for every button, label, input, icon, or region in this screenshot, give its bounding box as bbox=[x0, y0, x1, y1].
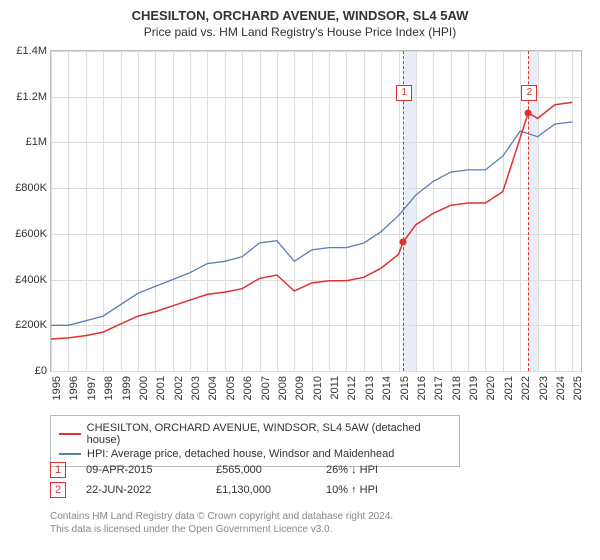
legend-label: CHESILTON, ORCHARD AVENUE, WINDSOR, SL4 … bbox=[87, 422, 451, 446]
x-tick-label: 1997 bbox=[86, 376, 98, 416]
chart-title: CHESILTON, ORCHARD AVENUE, WINDSOR, SL4 … bbox=[0, 0, 600, 23]
y-tick-label: £1.4M bbox=[7, 45, 47, 57]
x-tick-label: 2008 bbox=[277, 376, 289, 416]
sale-index-box: 2 bbox=[50, 482, 66, 498]
x-tick-label: 2010 bbox=[312, 376, 324, 416]
x-tick-label: 2003 bbox=[190, 376, 202, 416]
x-tick-label: 2021 bbox=[503, 376, 515, 416]
sale-row: 2 22-JUN-2022£1,130,00010% ↑ HPI bbox=[50, 480, 436, 500]
x-tick-label: 2014 bbox=[381, 376, 393, 416]
footer-attribution: Contains HM Land Registry data © Crown c… bbox=[50, 510, 393, 536]
sale-date: 09-APR-2015 bbox=[86, 464, 216, 476]
sale-index-box: 1 bbox=[50, 462, 66, 478]
x-tick-label: 2005 bbox=[225, 376, 237, 416]
plot-area: £0£200K£400K£600K£800K£1M£1.2M£1.4M19951… bbox=[50, 50, 582, 372]
gridline-h bbox=[51, 371, 581, 372]
x-tick-label: 2009 bbox=[294, 376, 306, 416]
x-tick-label: 2019 bbox=[468, 376, 480, 416]
x-tick-label: 2024 bbox=[555, 376, 567, 416]
y-tick-label: £1.2M bbox=[7, 91, 47, 103]
x-tick-label: 2004 bbox=[207, 376, 219, 416]
sale-price: £565,000 bbox=[216, 464, 326, 476]
sale-diff: 10% ↑ HPI bbox=[326, 484, 436, 496]
y-tick-label: £1M bbox=[7, 136, 47, 148]
x-tick-label: 2016 bbox=[416, 376, 428, 416]
legend-label: HPI: Average price, detached house, Wind… bbox=[87, 448, 394, 460]
x-tick-label: 2017 bbox=[433, 376, 445, 416]
x-tick-label: 2002 bbox=[173, 376, 185, 416]
sale-marker bbox=[525, 109, 532, 116]
x-tick-label: 1999 bbox=[121, 376, 133, 416]
x-tick-label: 2015 bbox=[399, 376, 411, 416]
x-tick-label: 2006 bbox=[242, 376, 254, 416]
legend-item: HPI: Average price, detached house, Wind… bbox=[59, 447, 451, 461]
y-tick-label: £600K bbox=[7, 228, 47, 240]
x-tick-label: 2022 bbox=[520, 376, 532, 416]
x-tick-label: 1998 bbox=[103, 376, 115, 416]
x-tick-label: 2011 bbox=[329, 376, 341, 416]
y-tick-label: £0 bbox=[7, 365, 47, 377]
x-tick-label: 1995 bbox=[51, 376, 63, 416]
series-line bbox=[51, 102, 572, 339]
y-tick-label: £800K bbox=[7, 182, 47, 194]
x-tick-label: 2012 bbox=[346, 376, 358, 416]
x-tick-label: 1996 bbox=[68, 376, 80, 416]
sale-row: 1 09-APR-2015£565,00026% ↓ HPI bbox=[50, 460, 436, 480]
x-tick-label: 2001 bbox=[155, 376, 167, 416]
sale-marker bbox=[400, 238, 407, 245]
line-layer bbox=[51, 51, 581, 371]
x-tick-label: 2007 bbox=[260, 376, 272, 416]
sales-table: 1 09-APR-2015£565,00026% ↓ HPI 2 22-JUN-202… bbox=[50, 460, 436, 500]
legend-swatch bbox=[59, 433, 81, 435]
y-tick-label: £400K bbox=[7, 274, 47, 286]
x-tick-label: 2000 bbox=[138, 376, 150, 416]
x-tick-label: 2020 bbox=[485, 376, 497, 416]
x-tick-label: 2023 bbox=[538, 376, 550, 416]
chart-area: £0£200K£400K£600K£800K£1M£1.2M£1.4M19951… bbox=[50, 50, 580, 370]
sale-diff: 26% ↓ HPI bbox=[326, 464, 436, 476]
x-tick-label: 2025 bbox=[572, 376, 584, 416]
x-tick-label: 2018 bbox=[451, 376, 463, 416]
legend-swatch bbox=[59, 453, 81, 455]
chart-subtitle: Price paid vs. HM Land Registry's House … bbox=[0, 23, 600, 39]
x-tick-label: 2013 bbox=[364, 376, 376, 416]
sale-date: 22-JUN-2022 bbox=[86, 484, 216, 496]
series-line bbox=[51, 122, 572, 325]
footer-line-1: Contains HM Land Registry data © Crown c… bbox=[50, 510, 393, 523]
legend-item: CHESILTON, ORCHARD AVENUE, WINDSOR, SL4 … bbox=[59, 421, 451, 447]
sale-price: £1,130,000 bbox=[216, 484, 326, 496]
footer-line-2: This data is licensed under the Open Gov… bbox=[50, 523, 393, 536]
y-tick-label: £200K bbox=[7, 319, 47, 331]
